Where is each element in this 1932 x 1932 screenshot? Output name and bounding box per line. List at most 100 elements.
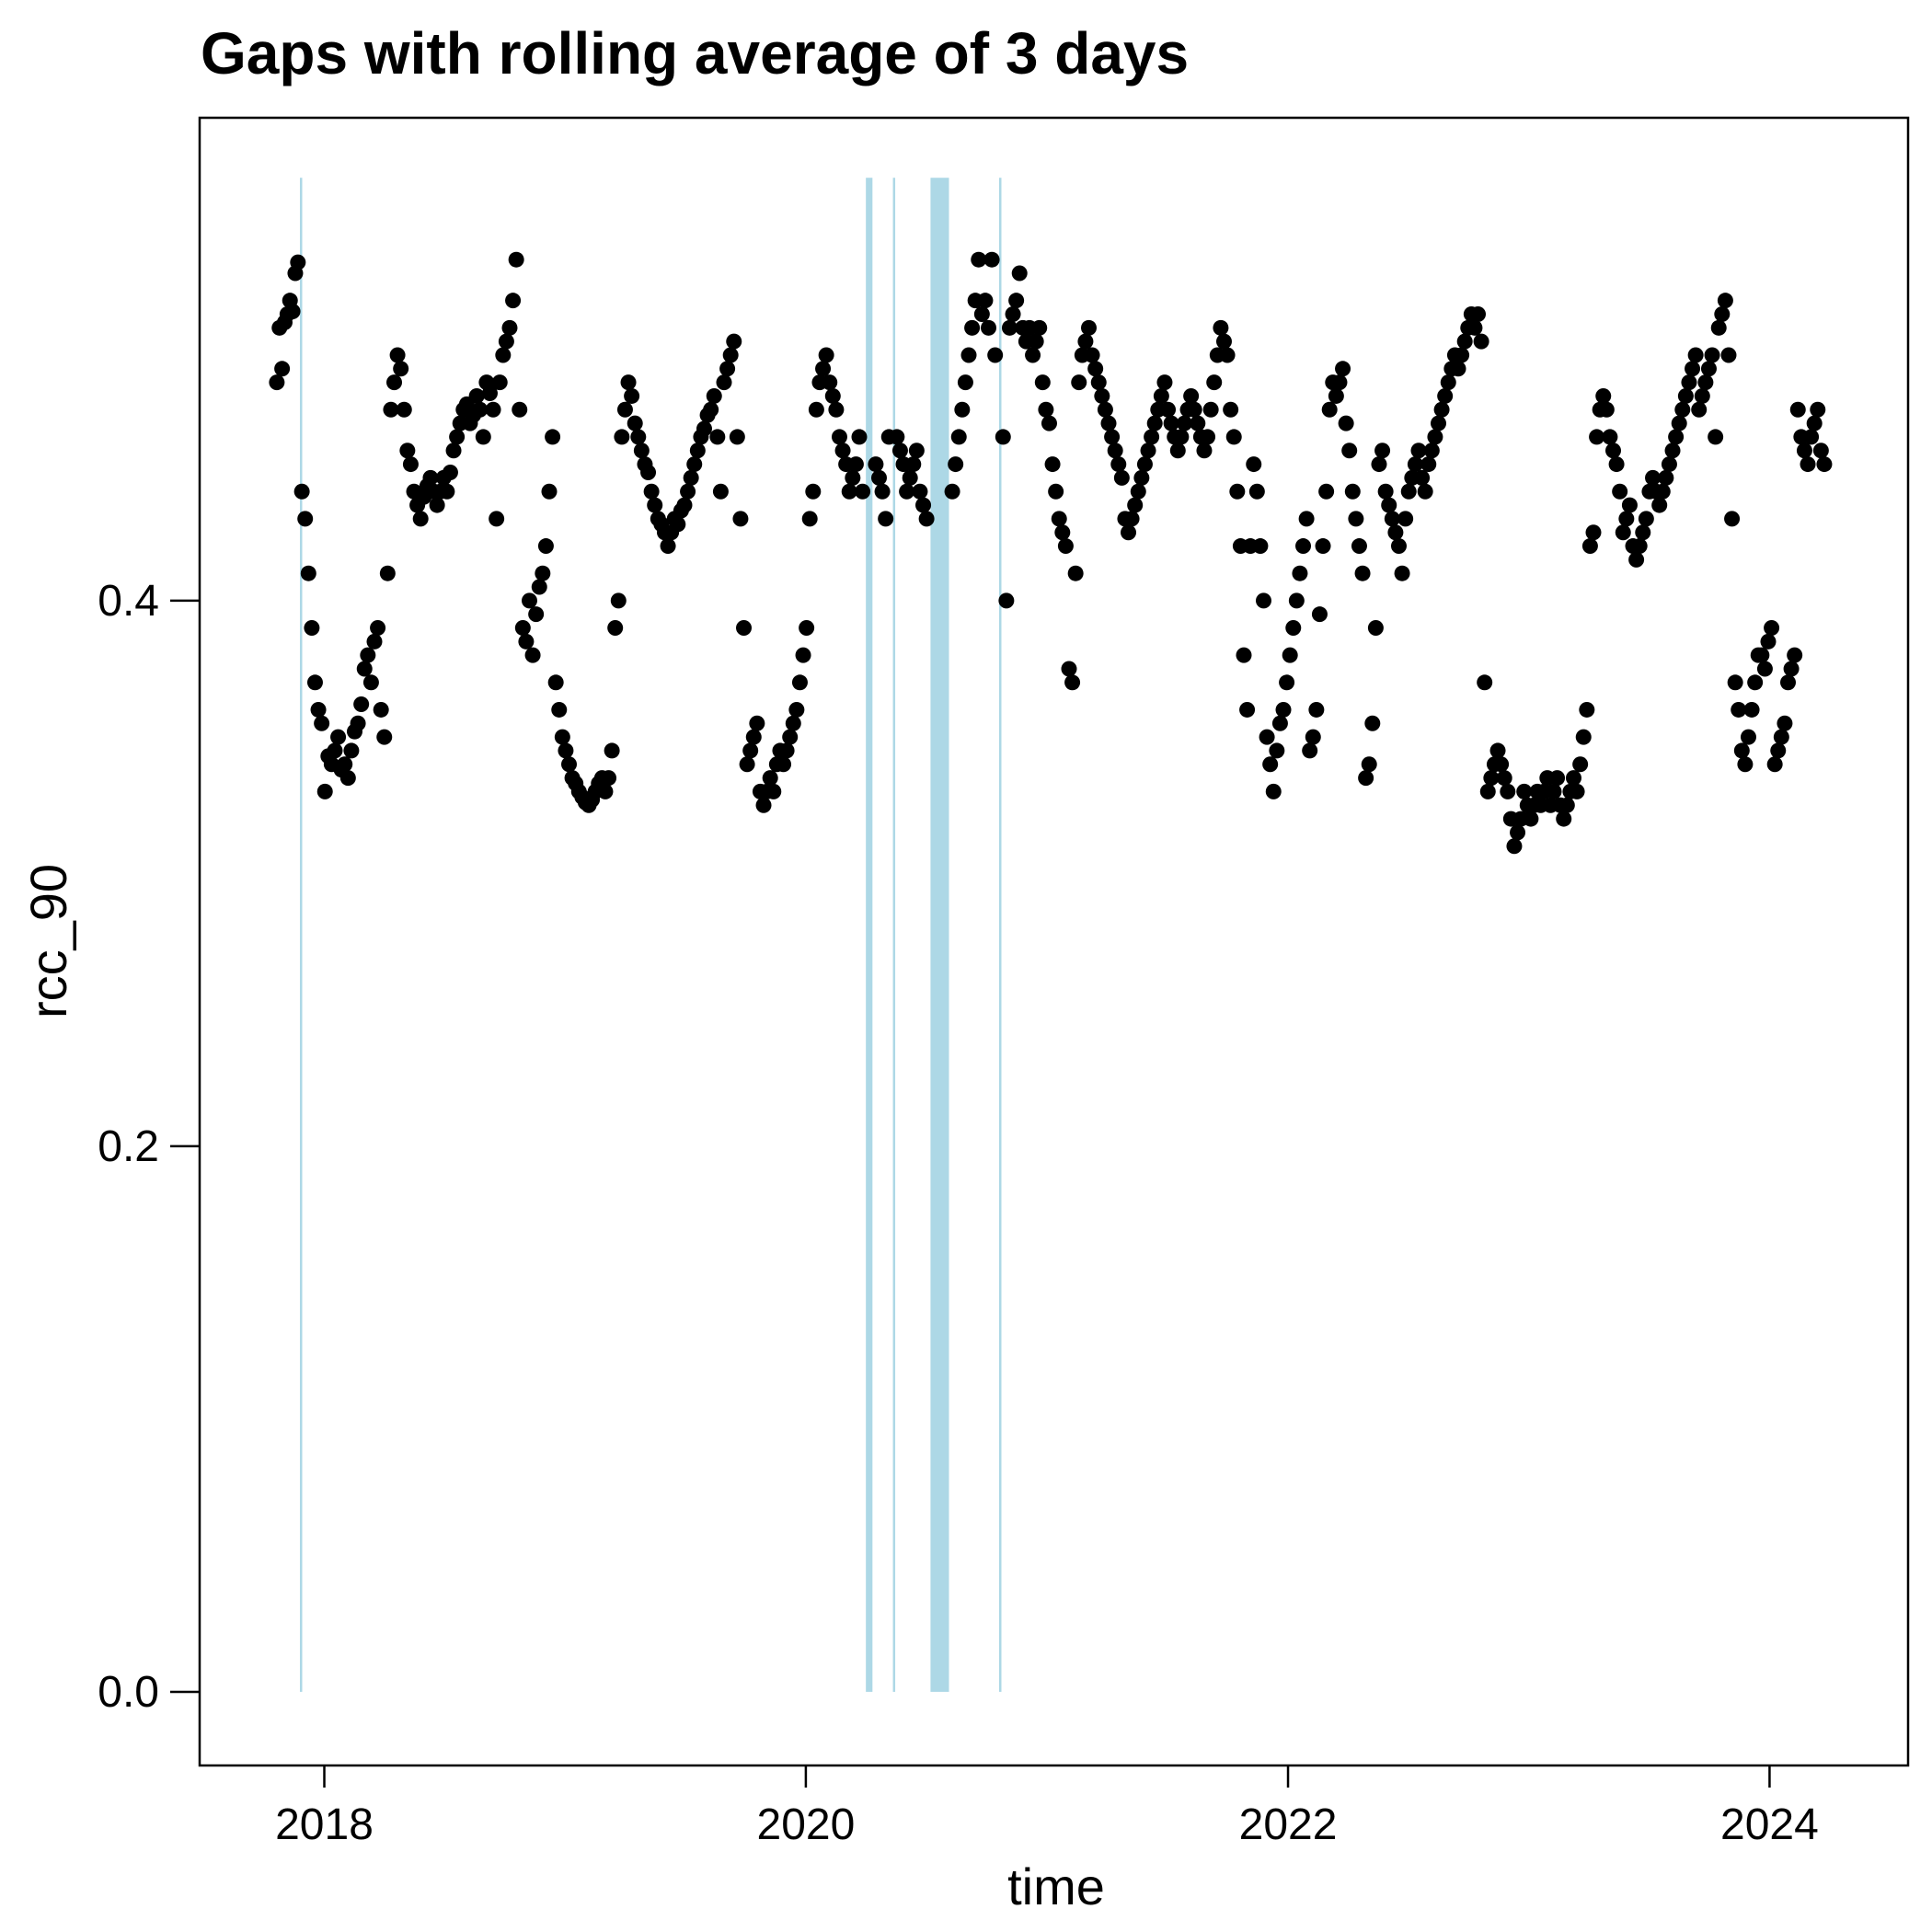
- data-point: [547, 674, 564, 691]
- data-point: [1450, 361, 1466, 377]
- data-point: [908, 443, 925, 459]
- data-point: [481, 385, 498, 401]
- data-point: [383, 401, 399, 418]
- data-point: [868, 456, 884, 473]
- data-point: [960, 347, 977, 363]
- data-point: [801, 511, 818, 527]
- data-point: [535, 565, 551, 581]
- data-point: [1077, 333, 1094, 350]
- data-point: [1219, 347, 1236, 363]
- data-point: [633, 443, 650, 459]
- data-point: [1054, 524, 1071, 541]
- data-point: [1589, 429, 1605, 445]
- data-point: [429, 497, 445, 513]
- data-point: [745, 729, 762, 745]
- data-point: [514, 619, 531, 636]
- data-point: [660, 538, 676, 555]
- data-point: [918, 511, 935, 527]
- data-point: [1556, 811, 1572, 827]
- data-point: [1104, 429, 1121, 445]
- data-point: [1331, 374, 1348, 391]
- gap-band-3: [930, 178, 949, 1692]
- data-point: [1262, 756, 1279, 773]
- chart-title: Gaps with rolling average of 3 days: [201, 20, 1189, 86]
- data-point: [1598, 401, 1615, 418]
- data-point: [402, 456, 419, 473]
- data-point: [616, 401, 633, 418]
- data-point: [1569, 783, 1585, 799]
- data-point: [808, 401, 824, 418]
- data-point: [1810, 401, 1826, 418]
- data-point: [422, 469, 439, 486]
- data-point: [1041, 415, 1057, 431]
- data-point: [776, 756, 792, 773]
- data-point: [1456, 333, 1473, 350]
- data-point: [1717, 293, 1733, 309]
- data-point: [686, 456, 703, 473]
- data-point: [1585, 524, 1602, 541]
- data-point: [1816, 456, 1833, 473]
- x-axis: 2018 2020 2022 2024: [275, 1765, 1819, 1849]
- data-point: [1581, 538, 1598, 555]
- data-point: [950, 429, 967, 445]
- data-point: [1176, 415, 1192, 431]
- y-tick-label: 0.4: [98, 577, 159, 626]
- data-point: [1163, 415, 1179, 431]
- data-point: [531, 579, 547, 595]
- data-point: [396, 401, 412, 418]
- data-point: [1048, 483, 1064, 500]
- data-point: [851, 429, 868, 445]
- data-point: [676, 497, 693, 513]
- data-point: [647, 497, 663, 513]
- data-point: [1400, 483, 1417, 500]
- data-point: [1664, 443, 1681, 459]
- data-point: [1777, 715, 1793, 731]
- data-point: [1298, 511, 1315, 527]
- data-point: [729, 429, 745, 445]
- data-point: [1364, 715, 1381, 731]
- x-tick-label: 2018: [275, 1800, 374, 1849]
- data-point: [703, 401, 719, 418]
- data-point: [1031, 319, 1048, 336]
- data-point: [1674, 401, 1691, 418]
- data-point: [1800, 456, 1816, 473]
- data-point: [1704, 347, 1720, 363]
- data-point: [1506, 838, 1523, 855]
- data-point: [360, 647, 376, 663]
- data-point: [1321, 401, 1338, 418]
- data-point: [1737, 756, 1754, 773]
- data-point: [755, 797, 772, 813]
- data-point: [995, 429, 1011, 445]
- data-point: [1733, 742, 1750, 759]
- data-point: [1493, 756, 1510, 773]
- data-point: [1697, 374, 1714, 391]
- gap-band-0: [299, 178, 303, 1692]
- data-point-layer: [269, 251, 1833, 855]
- data-point: [1348, 511, 1364, 527]
- data-point: [1766, 756, 1783, 773]
- data-point: [1572, 756, 1589, 773]
- data-point: [1081, 319, 1098, 336]
- data-point: [472, 401, 489, 418]
- data-point: [300, 565, 316, 581]
- data-point: [1265, 783, 1282, 799]
- data-point: [1335, 361, 1351, 377]
- data-point: [1236, 647, 1252, 663]
- data-point: [1367, 619, 1384, 636]
- data-point: [977, 293, 994, 309]
- data-point: [749, 715, 765, 731]
- data-point: [1483, 770, 1500, 787]
- data-point: [1787, 647, 1803, 663]
- data-point: [719, 361, 736, 377]
- data-point: [1608, 456, 1625, 473]
- data-point: [1677, 387, 1694, 404]
- data-point: [1173, 429, 1190, 445]
- data-point: [1470, 305, 1487, 322]
- data-point: [944, 483, 960, 500]
- data-point: [1523, 811, 1539, 827]
- data-point: [983, 251, 1000, 268]
- x-tick-label: 2024: [1720, 1800, 1819, 1849]
- data-point: [1302, 742, 1318, 759]
- data-point: [902, 469, 918, 486]
- data-point: [870, 469, 887, 486]
